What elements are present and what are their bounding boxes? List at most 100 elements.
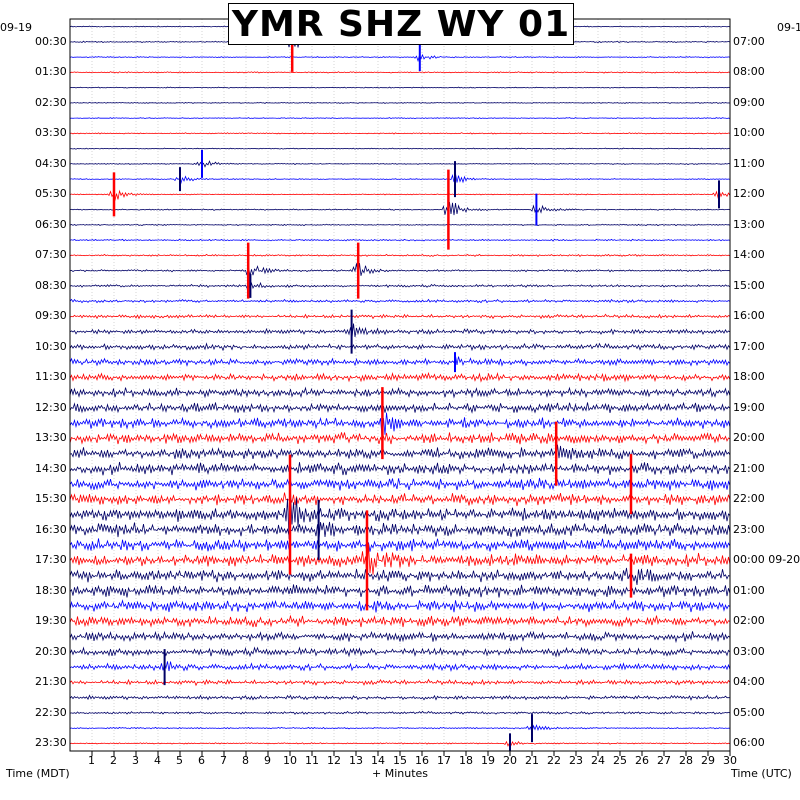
right-time-label: 08:00 (733, 65, 765, 79)
right-time-label: 03:00 (733, 644, 765, 658)
left-time-label: 07:30 (35, 248, 67, 262)
trace-row (69, 71, 731, 74)
left-time-label: 23:30 (35, 736, 67, 750)
trace-row (69, 147, 731, 150)
right-time-label: 21:00 (733, 461, 765, 475)
trace-row (69, 323, 731, 338)
x-tick-label: 11 (305, 754, 319, 767)
right-time-label: 23:00 (733, 522, 765, 536)
right-time-label: 01:00 (733, 583, 765, 597)
right-time-label: 14:00 (733, 248, 765, 262)
x-tick-label: 18 (459, 754, 473, 767)
trace-row (69, 461, 731, 476)
trace-row (69, 298, 731, 304)
right-time-label: 09:00 (733, 95, 765, 109)
right-time-label: 20:00 (733, 431, 765, 445)
trace-row (69, 160, 731, 168)
x-axis-label: + Minutes (372, 767, 429, 780)
left-time-label: 10:30 (35, 339, 67, 353)
trace-row (69, 189, 731, 201)
trace-row (69, 444, 731, 460)
trace-row (69, 201, 731, 216)
title-box: YMR SHZ WY 01 (228, 3, 574, 45)
x-tick-label: 27 (657, 754, 671, 767)
left-time-label: 06:30 (35, 217, 67, 231)
x-axis-ticks (91, 751, 731, 756)
trace-row (69, 477, 731, 495)
left-time-label: 13:30 (35, 431, 67, 445)
trace-row (69, 101, 731, 104)
x-tick-label: 9 (264, 754, 271, 767)
x-tick-label: 6 (198, 754, 205, 767)
left-time-label: 16:30 (35, 522, 67, 536)
trace-row (69, 53, 731, 63)
right-time-label: 15:00 (733, 278, 765, 292)
x-tick-label: 24 (591, 754, 605, 767)
left-time-label: 15:30 (35, 492, 67, 506)
left-time-label: 05:30 (35, 187, 67, 201)
trace-row (69, 371, 731, 383)
trace-row (69, 599, 731, 613)
trace-row (69, 262, 731, 276)
left-time-label: 20:30 (35, 644, 67, 658)
trace-row (69, 86, 731, 89)
trace-row (69, 724, 731, 733)
trace-row (69, 538, 731, 552)
trace-row (69, 117, 731, 120)
left-time-label: 22:30 (35, 705, 67, 719)
x-tick-label: 7 (220, 754, 227, 767)
trace-row (69, 281, 731, 290)
x-tick-label: 17 (437, 754, 451, 767)
trace-row (69, 678, 731, 687)
trace-row (69, 431, 731, 445)
trace-row (69, 313, 731, 320)
x-tick-label: 30 (723, 754, 737, 767)
trace-row (69, 646, 731, 658)
x-tick-label: 3 (132, 754, 139, 767)
x-tick-label: 22 (547, 754, 561, 767)
left-time-label: 11:30 (35, 370, 67, 384)
trace-row (69, 386, 731, 399)
x-tick-label: 2 (110, 754, 117, 767)
right-time-label: 05:00 (733, 705, 765, 719)
x-tick-label: 16 (415, 754, 429, 767)
trace-row (69, 223, 731, 227)
trace-row (69, 630, 731, 644)
trace-row (69, 492, 731, 507)
right-time-label: 06:00 (733, 736, 765, 750)
left-time-label: 08:30 (35, 278, 67, 292)
right-time-label: 02:00 (733, 614, 765, 628)
x-tick-label: 1 (88, 754, 95, 767)
trace-row (69, 614, 731, 628)
left-time-label: 18:30 (35, 583, 67, 597)
x-tick-label: 20 (503, 754, 517, 767)
right-time-label: 19:00 (733, 400, 765, 414)
left-time-label: 03:30 (35, 126, 67, 140)
right-time-label: 12:00 (733, 187, 765, 201)
x-tick-label: 12 (327, 754, 341, 767)
right-time-label: 00:00 09-20 (733, 553, 800, 567)
trace-row (69, 740, 731, 747)
trace-row (69, 584, 731, 598)
trace-row (69, 412, 731, 438)
x-tick-label: 8 (242, 754, 249, 767)
right-axis-label: Time (UTC) (731, 767, 792, 780)
trace-row (69, 521, 731, 540)
trace-row (69, 710, 731, 715)
x-tick-label: 10 (283, 754, 297, 767)
x-tick-label: 19 (481, 754, 495, 767)
x-tick-label: 28 (679, 754, 693, 767)
left-time-label: 00:30 (35, 34, 67, 48)
minute-grid (91, 19, 709, 751)
right-time-label: 22:00 (733, 492, 765, 506)
x-tick-label: 23 (569, 754, 583, 767)
right-date-label: 09-1 (777, 21, 800, 34)
left-time-label: 01:30 (35, 65, 67, 79)
x-tick-label: 15 (393, 754, 407, 767)
trace-row (69, 694, 731, 701)
trace-row (69, 661, 731, 672)
right-time-label: 18:00 (733, 370, 765, 384)
left-time-label: 12:30 (35, 400, 67, 414)
left-date-label: 09-19 (0, 21, 32, 34)
